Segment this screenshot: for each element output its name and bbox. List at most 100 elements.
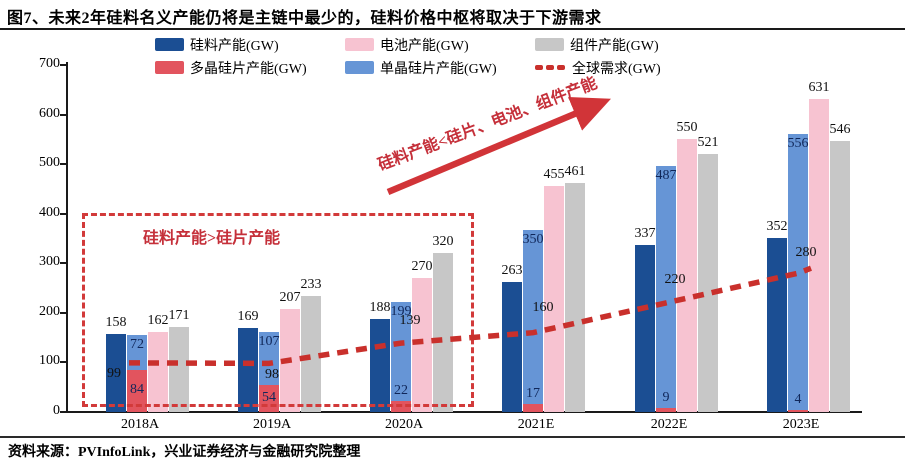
demand-point-label: 280 — [795, 245, 817, 261]
bar-label-silicon: 263 — [501, 262, 523, 278]
bar-silicon — [238, 328, 258, 412]
y-tick — [60, 212, 66, 215]
legend-item-multi-wafer: 多晶硅片产能(GW) — [155, 60, 307, 77]
bar-module — [830, 141, 850, 412]
bar-mono-wafer — [523, 230, 543, 404]
bar-label-multi-wafer: 84 — [130, 382, 144, 398]
bar-label-cell: 455 — [543, 167, 565, 183]
legend-label: 电池产能(GW) — [380, 38, 469, 54]
demand-dash-icon — [535, 65, 568, 70]
bar-mono-wafer — [656, 166, 676, 408]
x-tick-label: 2019A — [252, 417, 292, 432]
bar-label-silicon: 337 — [634, 225, 656, 241]
y-tick-label: 300 — [39, 254, 60, 270]
y-tick — [60, 113, 66, 116]
chart-title: 图7、未来2年硅料名义产能仍将是主链中最少的，硅料价格中枢将取决于下游需求 — [7, 10, 602, 27]
bar-label-mono-wafer: 199 — [390, 304, 412, 320]
bar-label-silicon: 352 — [766, 218, 788, 234]
box-annotation: 硅料产能>硅片产能 — [143, 230, 281, 247]
bar-module — [169, 327, 189, 412]
demand-point-label: 139 — [399, 313, 421, 329]
legend-label: 单晶硅片产能(GW) — [380, 61, 497, 77]
bar-label-mono-wafer: 107 — [258, 334, 280, 350]
bar-label-multi-wafer: 54 — [262, 389, 276, 405]
bar-module — [433, 253, 453, 412]
bar-label-multi-wafer: 17 — [526, 385, 540, 401]
bar-multi-wafer — [788, 410, 808, 412]
bar-label-mono-wafer: 556 — [787, 136, 809, 152]
bar-module — [698, 153, 718, 412]
y-tick — [60, 262, 66, 265]
silicon-swatch-icon — [155, 38, 184, 51]
demand-point-label: 99 — [107, 365, 121, 381]
bar-module — [565, 183, 585, 412]
bar-label-module: 320 — [432, 234, 454, 250]
highlight-box — [82, 213, 474, 407]
y-tick — [60, 311, 66, 314]
bar-label-mono-wafer: 72 — [130, 336, 144, 352]
bar-mono-wafer — [391, 302, 411, 402]
module-swatch-icon — [535, 38, 564, 51]
bar-label-cell: 550 — [676, 120, 698, 136]
bar-label-module: 546 — [829, 122, 851, 138]
y-tick-label: 400 — [39, 204, 60, 220]
y-tick — [60, 64, 66, 66]
y-tick-label: 0 — [53, 403, 60, 418]
bar-label-mono-wafer: 487 — [655, 168, 677, 184]
bar-silicon — [502, 281, 522, 412]
x-axis — [66, 411, 862, 413]
x-tick-label: 2020A — [384, 417, 424, 432]
bar-silicon — [106, 333, 126, 412]
bar-label-silicon: 158 — [105, 314, 127, 330]
legend-label: 组件产能(GW) — [570, 38, 659, 54]
legend-label: 硅料产能(GW) — [190, 38, 279, 54]
bar-label-mono-wafer: 350 — [522, 232, 544, 248]
bar-cell — [544, 186, 564, 412]
legend-item-cell: 电池产能(GW) — [345, 37, 469, 54]
x-tick-label: 2022E — [650, 417, 688, 432]
footer-divider — [0, 436, 905, 438]
cell-swatch-icon — [345, 38, 374, 51]
title-divider — [0, 28, 905, 30]
legend-label: 多晶硅片产能(GW) — [190, 61, 307, 77]
bar-label-module: 521 — [697, 134, 719, 150]
bar-silicon — [635, 244, 655, 412]
bar-label-silicon: 188 — [369, 299, 391, 315]
bar-label-module: 171 — [168, 308, 190, 324]
bar-label-cell: 270 — [411, 259, 433, 275]
bar-label-cell: 207 — [279, 290, 301, 306]
bar-label-multi-wafer: 22 — [394, 383, 408, 399]
mono-wafer-swatch-icon — [345, 61, 374, 74]
demand-point-label: 98 — [265, 367, 279, 383]
legend-item-module: 组件产能(GW) — [535, 37, 659, 54]
bar-cell — [677, 139, 697, 412]
y-tick-label: 500 — [39, 155, 60, 171]
y-tick-label: 600 — [39, 105, 60, 121]
legend-label: 全球需求(GW) — [572, 61, 661, 77]
bar-label-module: 461 — [564, 164, 586, 180]
bar-multi-wafer — [523, 403, 543, 412]
legend-item-demand: 全球需求(GW) — [535, 60, 661, 77]
bar-module — [301, 296, 321, 412]
y-tick-label: 700 — [39, 56, 60, 71]
bar-cell — [809, 99, 829, 412]
y-axis — [66, 62, 68, 413]
bar-cell — [412, 278, 432, 412]
source-note: 资料来源：PVInfoLink，兴业证券经济与金融研究院整理 — [8, 445, 361, 460]
bar-label-module: 233 — [300, 277, 322, 293]
y-tick-label: 200 — [39, 303, 60, 319]
x-tick-label: 2023E — [782, 417, 820, 432]
x-tick-label: 2021E — [517, 417, 555, 432]
demand-point-label: 160 — [532, 299, 554, 315]
x-tick-label: 2018A — [120, 417, 160, 432]
multi-wafer-swatch-icon — [155, 61, 184, 74]
bar-cell — [148, 331, 168, 412]
bar-label-multi-wafer: 9 — [662, 389, 670, 405]
bar-label-silicon: 169 — [237, 309, 259, 325]
y-tick — [60, 163, 66, 166]
bar-label-cell: 162 — [147, 312, 169, 328]
bar-label-cell: 631 — [808, 80, 830, 96]
